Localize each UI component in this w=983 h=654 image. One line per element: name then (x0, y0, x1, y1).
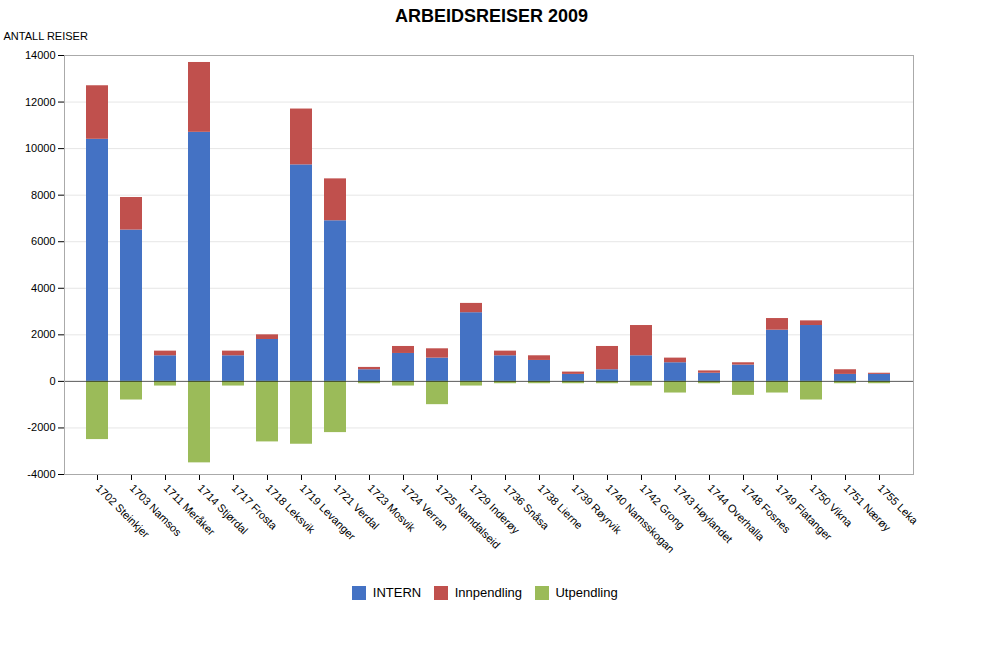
svg-text:1711 Meråker: 1711 Meråker (161, 481, 218, 538)
svg-text:6000: 6000 (31, 235, 55, 247)
svg-text:0: 0 (49, 375, 55, 387)
svg-text:1717 Frosta: 1717 Frosta (229, 481, 280, 532)
svg-text:12000: 12000 (25, 96, 56, 108)
svg-text:ANTALL REISER: ANTALL REISER (4, 30, 88, 42)
svg-text:-4000: -4000 (27, 468, 55, 480)
svg-text:1702 Steinkjer: 1702 Steinkjer (93, 481, 152, 540)
svg-text:1718 Leksvik: 1718 Leksvik (263, 481, 318, 536)
svg-text:1714 Stjørdal: 1714 Stjørdal (195, 481, 251, 537)
svg-text:1740 Namsskogan: 1740 Namsskogan (603, 481, 677, 556)
svg-text:8000: 8000 (31, 189, 55, 201)
svg-text:-2000: -2000 (27, 421, 55, 433)
svg-text:1719 Levanger: 1719 Levanger (297, 481, 358, 543)
svg-text:1724 Verran: 1724 Verran (399, 481, 451, 533)
svg-text:1743 Høylandet: 1743 Høylandet (672, 482, 735, 545)
svg-text:1742 Grong: 1742 Grong (637, 481, 688, 532)
svg-text:1749 Flatanger: 1749 Flatanger (773, 481, 835, 543)
svg-text:1755 Leka: 1755 Leka (876, 482, 921, 527)
html-text:INTERN: INTERN (372, 585, 422, 600)
svg-text:1723 Mosvik: 1723 Mosvik (365, 481, 418, 534)
html-text:Utpendling: Utpendling (555, 585, 618, 600)
svg-text:1738 Lierne: 1738 Lierne (535, 481, 586, 532)
svg-text:1750 Vikna: 1750 Vikna (807, 481, 855, 529)
html-text:Innpendling: Innpendling (454, 585, 522, 600)
svg-text:1721 Verdal: 1721 Verdal (331, 481, 382, 532)
svg-text:1725 Namdalseid: 1725 Namdalseid (434, 482, 503, 551)
svg-text:2000: 2000 (31, 328, 55, 340)
svg-text:1703 Namsos: 1703 Namsos (127, 481, 185, 539)
svg-text:10000: 10000 (25, 142, 56, 154)
svg-text:1744 Overhalla: 1744 Overhalla (705, 481, 767, 543)
svg-text:1739 Røyrvik: 1739 Røyrvik (569, 481, 624, 536)
svg-text:4000: 4000 (31, 282, 55, 294)
html-text:ARBEIDSREISER 2009: ARBEIDSREISER 2009 (395, 6, 588, 26)
svg-text:1729 Inderøy: 1729 Inderøy (467, 481, 522, 537)
svg-text:1748 Fosnes: 1748 Fosnes (739, 481, 794, 536)
svg-text:1736 Snåsa: 1736 Snåsa (501, 481, 552, 532)
svg-text:14000: 14000 (25, 49, 56, 61)
svg-text:1751 Nærøy: 1751 Nærøy (841, 481, 894, 534)
